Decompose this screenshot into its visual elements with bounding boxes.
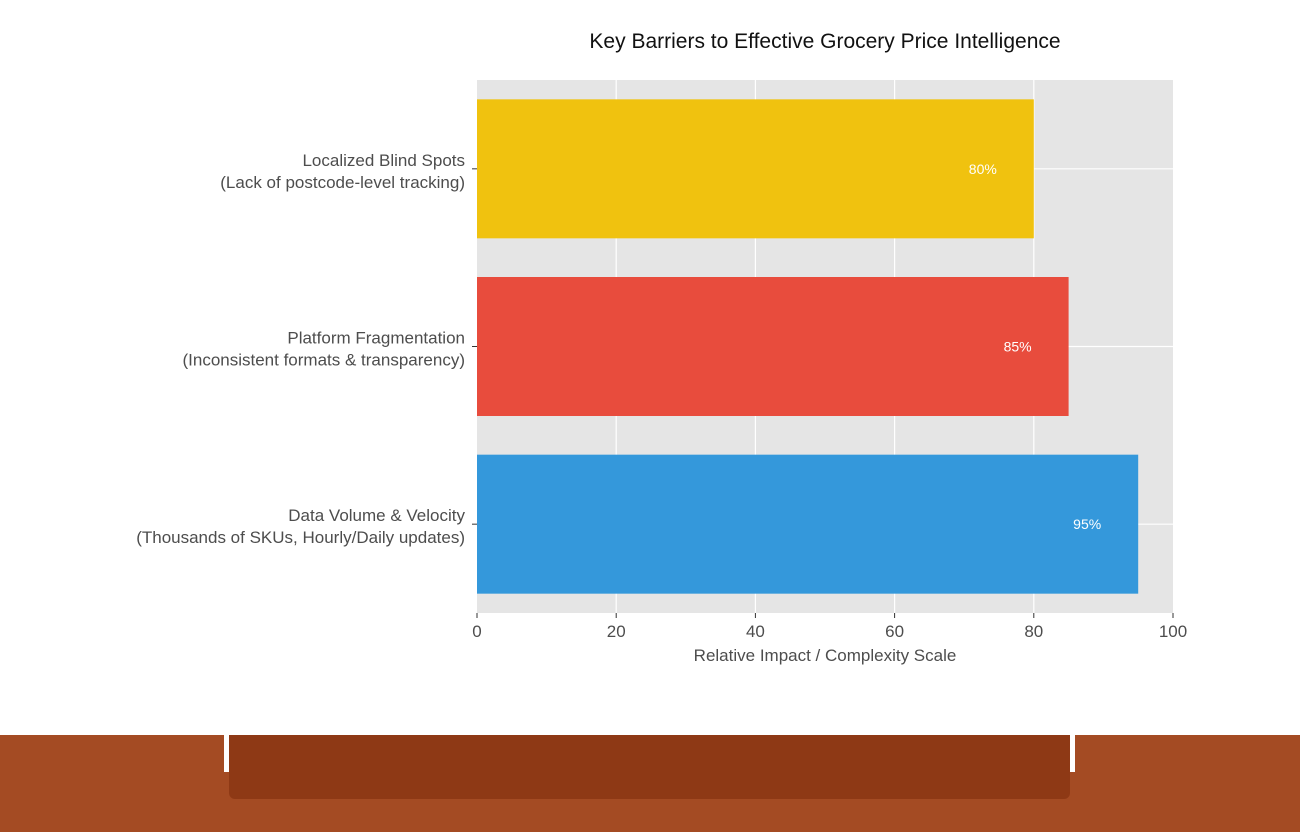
category-label-line1: Data Volume & Velocity	[288, 506, 465, 525]
x-tick-label: 40	[746, 622, 765, 641]
x-tick-label: 100	[1159, 622, 1187, 641]
footer-notch-right	[1070, 735, 1075, 772]
bar-chart: Key Barriers to Effective Grocery Price …	[136, 30, 1187, 665]
x-tick-label: 60	[885, 622, 904, 641]
bar-data-label: 85%	[1004, 339, 1032, 355]
bar-3	[477, 454, 1139, 594]
footer-panel	[229, 735, 1070, 799]
bar-data-label: 80%	[969, 161, 997, 177]
category-label-line1: Platform Fragmentation	[287, 329, 465, 348]
category-label-line2: (Thousands of SKUs, Hourly/Daily updates…	[136, 528, 465, 547]
bar-data-label: 95%	[1073, 516, 1101, 532]
chart-title: Key Barriers to Effective Grocery Price …	[589, 30, 1060, 53]
category-label-line2: (Lack of postcode-level tracking)	[220, 173, 465, 192]
category-label-line1: Localized Blind Spots	[302, 151, 465, 170]
category-label-line2: (Inconsistent formats & transparency)	[182, 351, 465, 370]
bar-1	[477, 99, 1034, 239]
x-tick-label: 80	[1024, 622, 1043, 641]
footer-band	[0, 735, 1300, 832]
bar-2	[477, 277, 1069, 416]
footer-notch-left	[224, 735, 229, 772]
x-axis-title: Relative Impact / Complexity Scale	[694, 646, 957, 665]
x-tick-label: 20	[607, 622, 626, 641]
x-tick-label: 0	[472, 622, 481, 641]
